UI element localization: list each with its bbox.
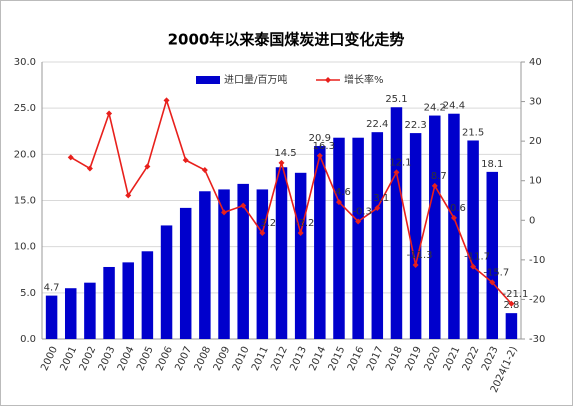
- y2-tick-label: -20: [529, 294, 545, 305]
- bar: [179, 207, 192, 339]
- y-tick-label: 0.0: [20, 334, 36, 345]
- y-tick-label: 10.0: [14, 242, 36, 253]
- bar: [429, 115, 441, 339]
- bar-value-label: 24.4: [443, 101, 465, 112]
- bar: [237, 183, 249, 339]
- bar-value-label: 4.7: [44, 283, 60, 294]
- line-marker: [393, 169, 400, 176]
- line-marker: [259, 229, 266, 236]
- legend-swatch: [196, 76, 220, 84]
- bar: [448, 113, 460, 339]
- bar-value-label: 21.5: [462, 127, 484, 138]
- line-marker: [297, 229, 304, 236]
- line-marker: [125, 192, 132, 199]
- line-marker: [106, 110, 113, 117]
- bar-value-label: 22.4: [366, 119, 388, 130]
- legend-marker: [325, 77, 331, 83]
- y2-tick-label: -10: [529, 255, 545, 266]
- bar-value-label: 24.2: [424, 103, 446, 114]
- line-value-label: 3.1: [373, 193, 389, 204]
- y2-tick-label: 30: [529, 97, 542, 108]
- bar: [103, 266, 115, 339]
- line-marker: [316, 152, 323, 159]
- bar: [486, 171, 499, 339]
- y2-tick-label: 40: [529, 57, 542, 68]
- line-value-label: 16.3: [313, 141, 335, 152]
- y2-tick-label: 0: [529, 215, 535, 226]
- bar: [275, 167, 288, 339]
- line-marker: [412, 262, 419, 269]
- line-marker: [182, 157, 189, 164]
- line-marker: [86, 165, 93, 172]
- line-value-label: -3.2: [257, 218, 277, 229]
- bar: [218, 189, 230, 339]
- y2-tick-label: 20: [529, 136, 542, 147]
- line-marker: [163, 97, 170, 104]
- growth-line: [70, 97, 513, 305]
- line-value-label: 14.5: [274, 148, 296, 159]
- line-marker: [470, 263, 477, 270]
- bar-value-label: 22.3: [404, 120, 426, 131]
- bar: [84, 282, 96, 339]
- y2-tick-label: -30: [529, 334, 545, 345]
- line-marker: [144, 163, 151, 170]
- line-marker: [508, 300, 515, 307]
- line-value-label: 12.1: [389, 157, 411, 168]
- line-value-label: 0.6: [450, 203, 466, 214]
- y-tick-label: 20.0: [14, 149, 36, 160]
- line-value-label: -21.1: [502, 289, 528, 300]
- bar: [352, 137, 364, 339]
- line-marker: [201, 167, 208, 174]
- legend-label: 增长率%: [344, 73, 384, 86]
- bar: [294, 172, 307, 339]
- bar: [256, 189, 269, 339]
- line-value-label: -3.2: [295, 218, 315, 229]
- line-marker: [67, 154, 74, 161]
- line-marker: [335, 199, 342, 206]
- bar-value-label: 25.1: [385, 94, 407, 105]
- y-tick-label: 25.0: [14, 103, 36, 114]
- line-marker: [221, 209, 228, 216]
- line-marker: [374, 205, 381, 212]
- line-value-label: -15.7: [483, 267, 509, 278]
- bar: [409, 133, 422, 339]
- chart-title: 2000年以来泰国煤炭进口变化走势: [168, 31, 405, 49]
- bar-value-label: 20.9: [309, 133, 331, 144]
- bar: [45, 295, 58, 339]
- y2-tick-label: 10: [529, 176, 542, 187]
- bar: [122, 262, 134, 339]
- line-value-label: -11.3: [407, 250, 433, 261]
- line-value-label: -11.7: [464, 252, 490, 263]
- bar: [64, 288, 77, 339]
- bar: [390, 107, 403, 339]
- line-value-label: -0.3: [352, 206, 372, 217]
- y-tick-label: 30.0: [14, 57, 36, 68]
- bar: [467, 140, 479, 339]
- legend-label: 进口量/百万吨: [224, 73, 287, 86]
- y-tick-label: 15.0: [14, 196, 36, 207]
- line-marker: [450, 214, 457, 221]
- line-value-label: 8.7: [431, 171, 447, 182]
- y-tick-label: 5.0: [20, 288, 36, 299]
- line-marker: [278, 159, 285, 166]
- bar: [333, 137, 345, 339]
- bar: [314, 146, 326, 339]
- bar: [505, 313, 518, 339]
- line-value-label: 4.6: [335, 187, 351, 198]
- line-marker: [489, 279, 496, 286]
- bar: [371, 132, 384, 339]
- bar: [141, 251, 154, 339]
- line-marker: [355, 218, 362, 225]
- line-marker: [240, 202, 247, 209]
- bar-value-label: 18.1: [481, 159, 503, 170]
- bar: [199, 191, 211, 339]
- bar: [160, 225, 173, 339]
- line-marker: [431, 182, 438, 189]
